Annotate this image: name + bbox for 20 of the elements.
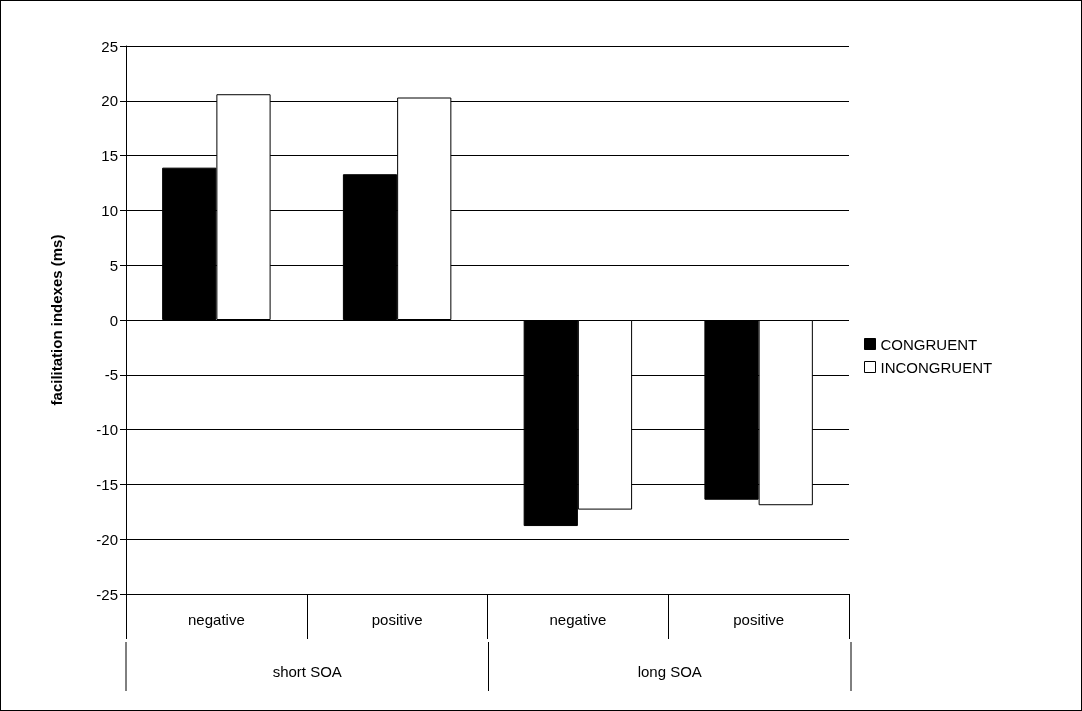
y-tick-label: 10 xyxy=(101,201,118,219)
text: long SOA xyxy=(637,662,702,680)
x-tick-label: positive xyxy=(371,611,423,628)
legend-label: CONGRUENT xyxy=(880,335,978,353)
y-tick-label: 25 xyxy=(101,37,118,55)
y-tick-label: -25 xyxy=(96,585,118,603)
x-tick-label: negative xyxy=(549,611,607,628)
y-tick-label: -15 xyxy=(96,475,118,493)
x-tick-label: negative xyxy=(188,611,245,628)
legend-label: INCONGRUENT xyxy=(880,358,993,376)
y-axis-title: facilitation indexes (ms) xyxy=(48,234,65,406)
x-tick-label: positive xyxy=(733,611,785,628)
y-tick-label: 0 xyxy=(109,311,118,329)
text: short SOA xyxy=(272,662,342,680)
y-tick-label: 5 xyxy=(109,256,118,274)
y-tick-label: -20 xyxy=(96,530,118,548)
y-tick-label: 15 xyxy=(101,147,118,165)
y-tick-label: -10 xyxy=(96,421,118,439)
y-tick-label: 20 xyxy=(101,92,118,110)
y-tick-label: -5 xyxy=(104,366,118,384)
